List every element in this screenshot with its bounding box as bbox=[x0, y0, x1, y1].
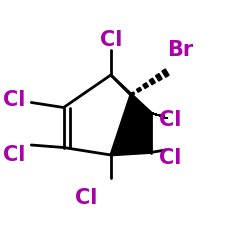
Text: Cl: Cl bbox=[159, 148, 182, 168]
Text: Cl: Cl bbox=[3, 145, 25, 165]
Polygon shape bbox=[143, 83, 148, 88]
Text: Cl: Cl bbox=[3, 90, 25, 110]
Polygon shape bbox=[149, 78, 155, 85]
Text: Cl: Cl bbox=[159, 110, 182, 130]
Polygon shape bbox=[162, 69, 169, 77]
Polygon shape bbox=[156, 74, 162, 81]
Text: Cl: Cl bbox=[100, 30, 122, 50]
Polygon shape bbox=[136, 87, 141, 92]
Polygon shape bbox=[130, 92, 135, 96]
Polygon shape bbox=[111, 95, 150, 155]
Text: Cl: Cl bbox=[75, 188, 97, 208]
Text: Br: Br bbox=[167, 40, 194, 60]
